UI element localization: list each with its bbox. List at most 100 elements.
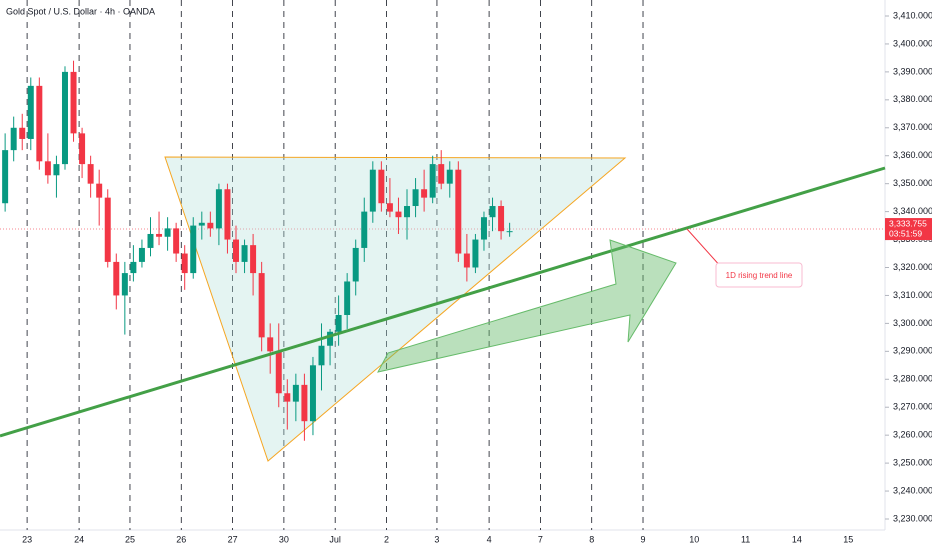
candle-body: [506, 231, 513, 233]
candle-body: [130, 261, 137, 274]
y-tick-label: 3,360.000: [893, 150, 932, 160]
candle-body: [104, 197, 111, 262]
grid: [0, 0, 885, 530]
x-tick-label: 8: [589, 534, 594, 544]
candle-body: [369, 169, 376, 212]
candle-body: [44, 161, 51, 176]
candle-body: [138, 247, 145, 262]
candle-body: [292, 384, 299, 402]
x-tick-label: 2: [384, 534, 389, 544]
candle-body: [480, 217, 487, 240]
candle-body: [27, 85, 34, 139]
chart-title: Gold Spot / U.S. Dollar · 4h · OANDA: [6, 6, 155, 16]
candle-body: [446, 169, 453, 184]
candle-body: [489, 206, 496, 218]
x-tick-label: 30: [279, 534, 289, 544]
candle-body: [181, 253, 188, 274]
x-tick-label: 10: [689, 534, 699, 544]
y-tick-label: 3,290.000: [893, 346, 932, 356]
candle-body: [275, 351, 282, 394]
x-tick-label: 11: [741, 534, 750, 544]
candle-body: [344, 281, 351, 316]
countdown: 03:51:59: [889, 228, 922, 238]
y-tick-label: 3,400.000: [893, 38, 932, 48]
candle-body: [61, 71, 68, 165]
annotation: 1D rising trend line: [726, 271, 793, 280]
annotation-box: [715, 262, 803, 288]
y-tick-label: 3,350.000: [893, 178, 932, 188]
x-tick-label: Jul: [329, 534, 341, 544]
arrow: [377, 239, 677, 373]
candle-body: [429, 164, 436, 198]
last-price-label: 3,333.755: [889, 218, 927, 228]
candle-body: [233, 239, 239, 262]
x-tick-label: 23: [22, 534, 32, 544]
x-tick-label: 9: [641, 534, 646, 544]
x-tick-label: 7: [538, 534, 543, 544]
candle-body: [258, 273, 265, 338]
y-tick-label: 3,340.000: [893, 206, 932, 216]
y-tick-label: 3,280.000: [893, 374, 932, 384]
candle-body: [164, 228, 171, 237]
candle-body: [267, 337, 274, 352]
candle-body: [455, 169, 462, 254]
candle-body: [472, 239, 479, 268]
candle-body: [79, 133, 86, 165]
candle-body: [70, 71, 77, 134]
candle-body: [327, 331, 334, 346]
candle-body: [156, 233, 163, 237]
y-tick-label: 3,240.000: [893, 485, 932, 495]
candle-body: [412, 189, 419, 207]
candle-body: [498, 206, 505, 232]
candle-body: [147, 233, 154, 248]
candle-body: [241, 245, 248, 262]
candle-body: [361, 211, 368, 248]
candle-body: [335, 315, 342, 332]
annotation-pointer: [686, 228, 723, 269]
y-tick-label: 3,310.000: [893, 290, 932, 300]
candle-body: [10, 127, 17, 151]
candle-body: [207, 222, 214, 229]
x-tick-label: 15: [843, 534, 853, 544]
candles: [2, 60, 513, 441]
candle-body: [318, 345, 325, 366]
y-tick-label: 3,270.000: [893, 402, 932, 412]
y-tick-label: 3,390.000: [893, 66, 932, 76]
y-tick-label: 3,230.000: [893, 513, 932, 523]
candle-body: [301, 384, 308, 422]
candle-body: [395, 211, 402, 218]
y-tick-label: 3,370.000: [893, 122, 932, 132]
candle-body: [215, 189, 222, 229]
x-tick-label: 14: [792, 534, 802, 544]
y-tick-label: 3,300.000: [893, 318, 932, 328]
candle-body: [53, 164, 60, 176]
candle-body: [121, 273, 128, 296]
candle-body: [309, 365, 316, 422]
candle-body: [378, 169, 385, 204]
candle-body: [438, 164, 445, 184]
candle-body: [96, 183, 103, 198]
x-tick-label: 24: [74, 534, 84, 544]
candle-body: [173, 228, 180, 254]
candle-body: [284, 393, 291, 402]
last-price-box: [885, 218, 932, 241]
candle-body: [19, 127, 26, 139]
candle-body: [87, 164, 94, 184]
candle-body: [224, 189, 231, 240]
y-tick-label: 3,410.000: [893, 10, 932, 20]
trend-line: [0, 166, 886, 438]
x-tick-label: 3: [434, 534, 439, 544]
candle-body: [250, 245, 257, 274]
candle-body: [190, 225, 197, 274]
candle-body: [352, 247, 359, 282]
x-tick-label: 27: [228, 534, 238, 544]
y-tick-label: 3,260.000: [893, 430, 932, 440]
x-tick-label: 25: [125, 534, 135, 544]
y-tick-label: 3,380.000: [893, 94, 932, 104]
x-tick-label: 26: [176, 534, 186, 544]
candle-body: [2, 150, 9, 204]
candle-body: [404, 206, 411, 218]
y-tick-label: 3,250.000: [893, 457, 932, 467]
x-tick-label: 4: [487, 534, 492, 544]
